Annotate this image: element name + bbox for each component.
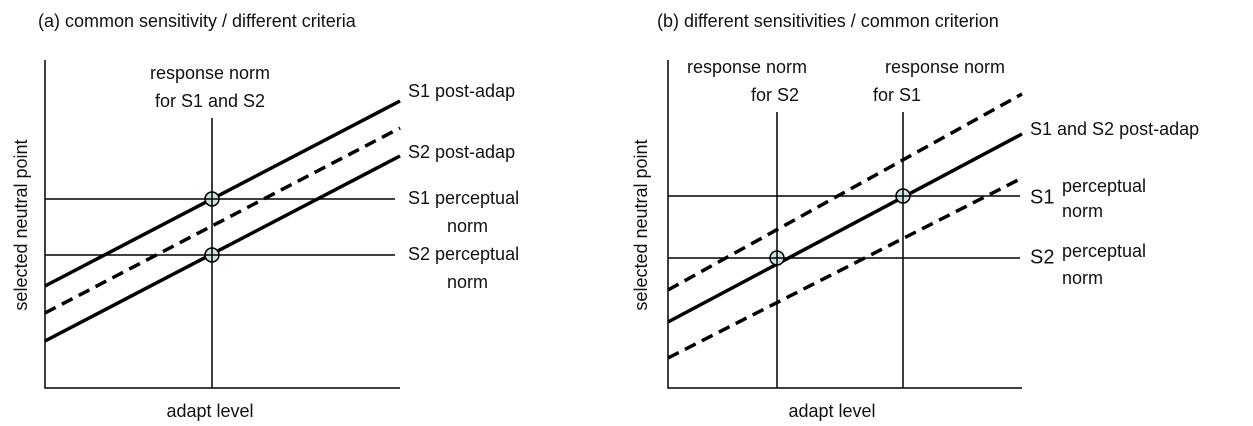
post-adap-line bbox=[667, 132, 1023, 324]
label: S1 perceptual bbox=[408, 188, 519, 208]
label: for S1 and S2 bbox=[155, 91, 265, 111]
s1-post-adap-line bbox=[44, 99, 401, 288]
label: S2 post-adap bbox=[408, 142, 515, 162]
y-axis-label: selected neutral point bbox=[11, 139, 31, 310]
label: S1 bbox=[1030, 186, 1054, 208]
label: response norm bbox=[687, 57, 807, 77]
dashed-line bbox=[667, 176, 1023, 360]
label: for S1 bbox=[873, 85, 921, 105]
panel-b: (b) different sensitivities / common cri… bbox=[631, 11, 1199, 421]
label: perceptual bbox=[1062, 176, 1146, 196]
intersection-point bbox=[769, 250, 785, 266]
axes bbox=[44, 60, 400, 389]
intersection-point bbox=[204, 247, 220, 263]
dashed-line bbox=[667, 92, 1023, 292]
x-axis-label: adapt level bbox=[788, 401, 875, 421]
label: norm bbox=[447, 216, 488, 236]
intersection-point bbox=[204, 191, 220, 207]
label: S1 post-adap bbox=[408, 81, 515, 101]
dashed-line bbox=[44, 126, 401, 315]
axes bbox=[667, 60, 1022, 389]
s2-post-adap-line bbox=[44, 154, 401, 343]
panel-title: (a) common sensitivity / different crite… bbox=[38, 11, 357, 31]
x-axis-label: adapt level bbox=[166, 401, 253, 421]
label: S1 and S2 post-adap bbox=[1030, 119, 1199, 139]
label: perceptual bbox=[1062, 241, 1146, 261]
label: response norm bbox=[885, 57, 1005, 77]
label: for S2 bbox=[751, 85, 799, 105]
intersection-point bbox=[895, 188, 911, 204]
y-axis-label: selected neutral point bbox=[631, 139, 651, 310]
panel-title: (b) different sensitivities / common cri… bbox=[657, 11, 999, 31]
label: response norm bbox=[150, 63, 270, 83]
label: norm bbox=[447, 272, 488, 292]
label: S2 bbox=[1030, 246, 1054, 268]
panel-a: (a) common sensitivity / different crite… bbox=[11, 11, 519, 421]
label: norm bbox=[1062, 268, 1103, 288]
label: S2 perceptual bbox=[408, 244, 519, 264]
label: norm bbox=[1062, 201, 1103, 221]
